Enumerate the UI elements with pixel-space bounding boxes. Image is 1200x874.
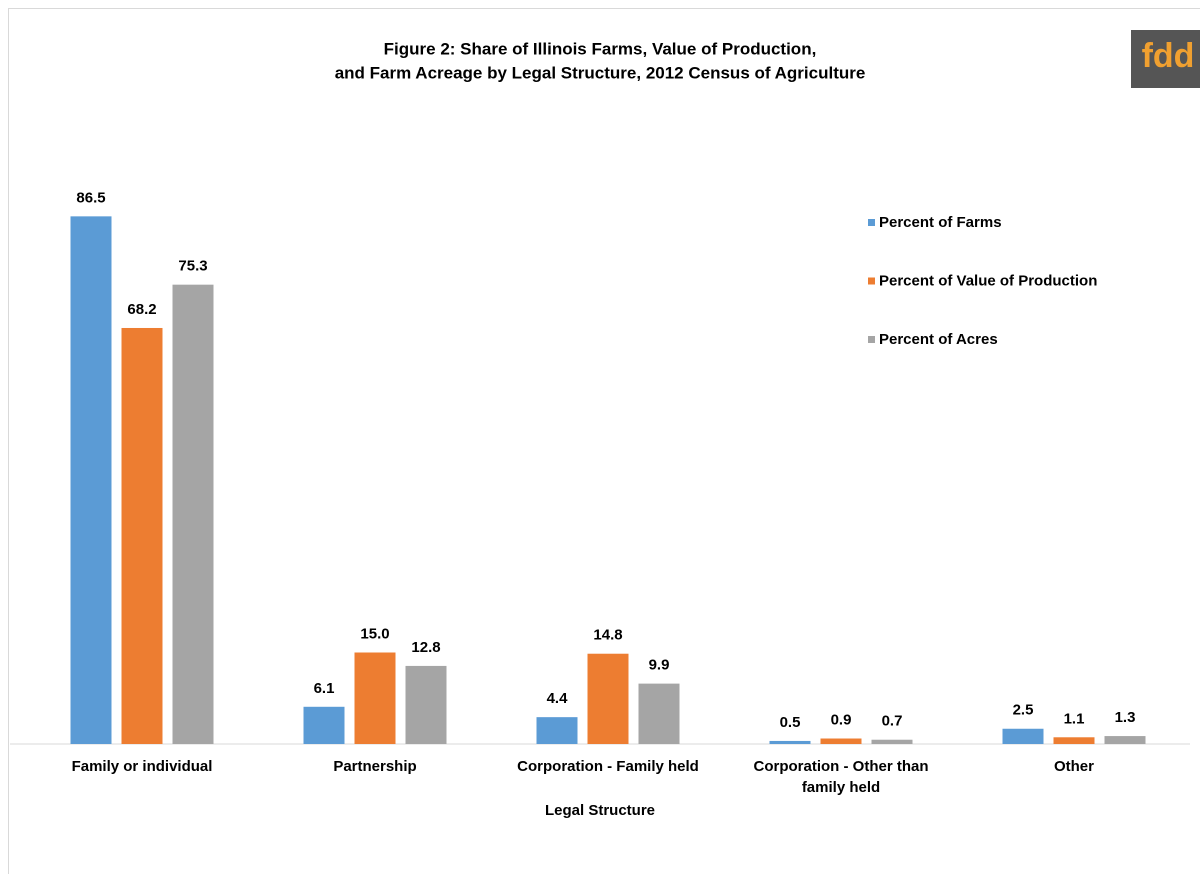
data-label: 86.5 xyxy=(76,189,105,206)
data-label: 9.9 xyxy=(649,657,670,674)
data-label: 0.9 xyxy=(831,711,852,728)
bar xyxy=(121,327,163,744)
bar xyxy=(1104,736,1146,744)
data-label: 2.5 xyxy=(1013,702,1034,719)
bar xyxy=(354,652,396,744)
x-tick-label: Family or individual xyxy=(71,758,213,775)
data-label: 4.4 xyxy=(547,690,569,707)
chart-border xyxy=(8,8,1200,874)
legend-swatch xyxy=(868,219,875,226)
data-label: 75.3 xyxy=(178,258,207,275)
legend-label: Percent of Farms xyxy=(879,214,1002,231)
data-label: 15.0 xyxy=(360,625,389,642)
chart-subtitle: and Farm Acreage by Legal Structure, 201… xyxy=(335,63,866,82)
legend-swatch xyxy=(868,277,875,285)
bar xyxy=(1002,728,1044,744)
data-label: 6.1 xyxy=(314,680,335,697)
logo-box xyxy=(1131,30,1200,88)
data-label: 1.1 xyxy=(1064,710,1085,727)
chart-title: Figure 2: Share of Illinois Farms, Value… xyxy=(384,39,817,58)
bar xyxy=(1053,737,1095,744)
data-label: 0.7 xyxy=(882,713,903,730)
bar xyxy=(638,683,680,744)
x-tick-label: Partnership xyxy=(333,758,417,775)
x-tick-label: Other xyxy=(1053,758,1094,775)
legend-swatch xyxy=(868,336,875,343)
bar xyxy=(405,665,447,744)
bar xyxy=(70,216,112,745)
x-tick-label: Corporation - Family held xyxy=(517,758,699,775)
bar xyxy=(769,740,811,744)
legend-label: Percent of Acres xyxy=(879,331,998,348)
bar xyxy=(820,738,862,744)
bar xyxy=(871,739,913,744)
x-axis-title: Legal Structure xyxy=(545,802,655,819)
data-label: 12.8 xyxy=(411,639,440,656)
legend-label: Percent of Value of Production xyxy=(879,272,1097,289)
bar xyxy=(172,284,214,744)
x-tick-label: Corporation - Other than family held xyxy=(753,758,929,796)
data-label: 0.5 xyxy=(780,714,801,731)
data-label: 14.8 xyxy=(593,627,622,644)
data-label: 1.3 xyxy=(1115,709,1136,726)
bar xyxy=(587,653,629,744)
bar xyxy=(536,717,578,744)
logo: fdd xyxy=(1142,37,1195,75)
data-label: 68.2 xyxy=(127,301,156,318)
bar xyxy=(303,706,345,744)
